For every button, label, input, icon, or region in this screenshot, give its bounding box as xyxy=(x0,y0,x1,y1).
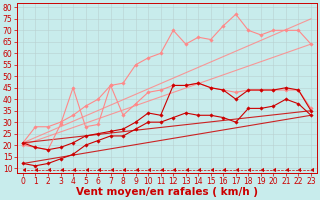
X-axis label: Vent moyen/en rafales ( km/h ): Vent moyen/en rafales ( km/h ) xyxy=(76,187,258,197)
